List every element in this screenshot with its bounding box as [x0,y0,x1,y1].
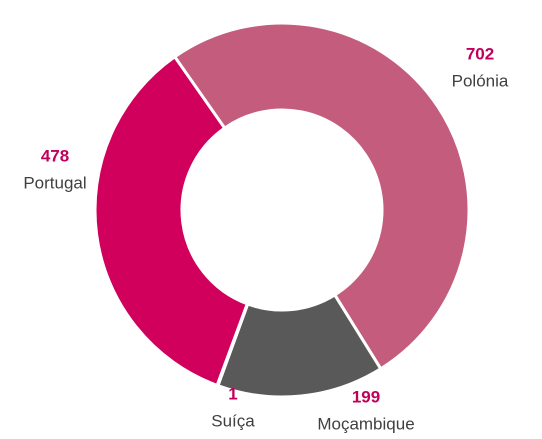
category-label: Portugal [23,173,86,192]
category-label: Moçambique [317,414,414,433]
category-label: Suíça [211,411,255,430]
category-label: Polónia [452,71,509,90]
value-label: 702 [466,44,494,63]
value-label: 1 [228,384,237,403]
value-label: 199 [352,387,380,406]
donut-segment [172,21,471,371]
value-label: 478 [41,146,69,165]
donut-segment [93,54,250,388]
